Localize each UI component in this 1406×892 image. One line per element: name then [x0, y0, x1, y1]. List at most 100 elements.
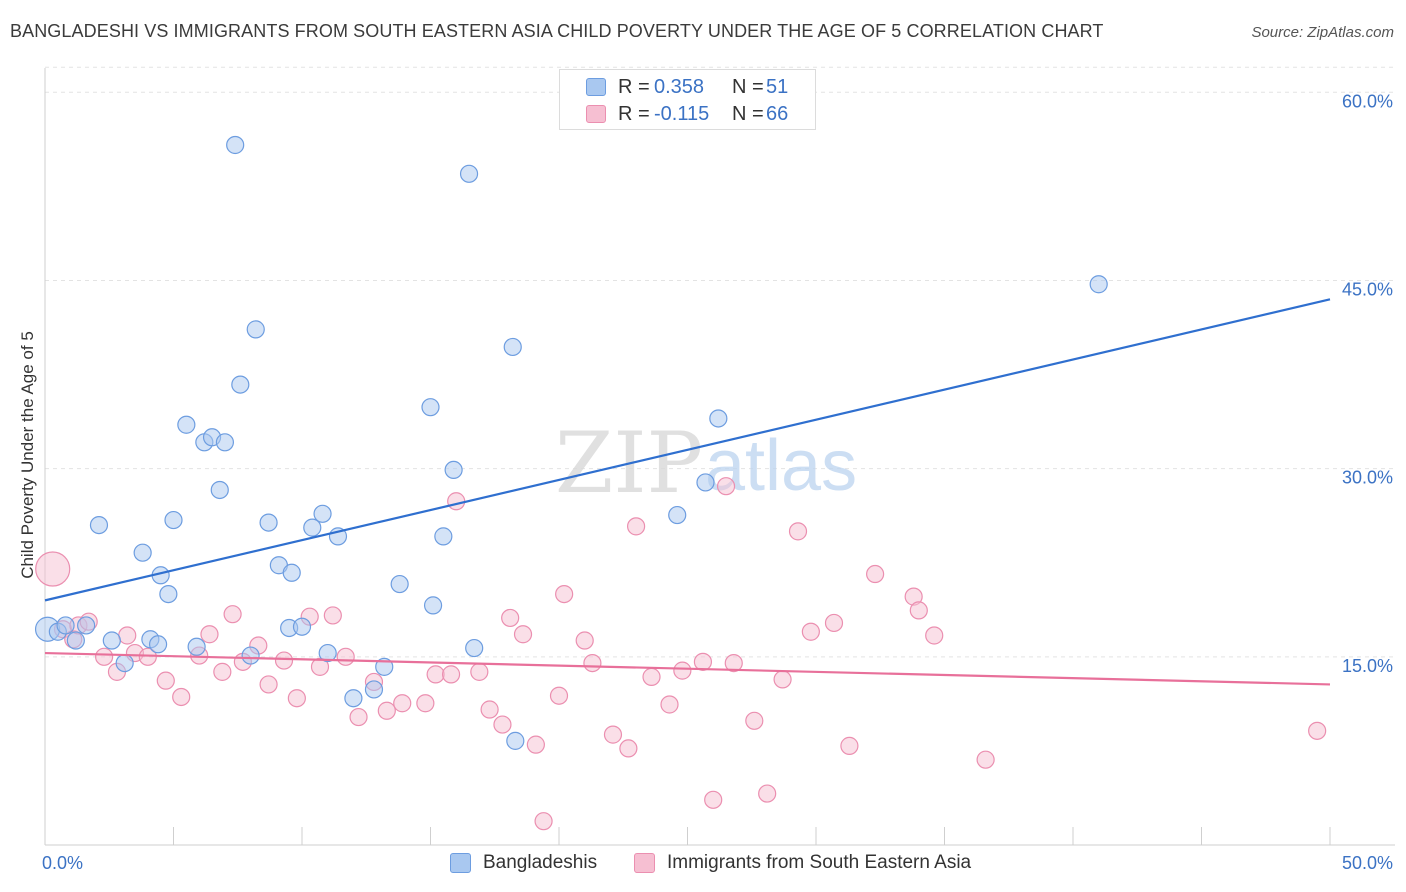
bangladeshi-point	[159, 584, 178, 604]
immigrant-point	[501, 608, 520, 628]
bangladeshi-point	[303, 518, 322, 537]
immigrant-point	[259, 675, 278, 694]
bangladeshi-point	[503, 337, 522, 357]
legend-r-value: -0.115	[654, 103, 710, 125]
legend-n-value: 66	[766, 103, 789, 125]
immigrant-point	[274, 651, 294, 670]
legend-r-value: 0.358	[654, 76, 705, 98]
immigrant-point	[583, 653, 602, 673]
bangladeshi-point	[668, 505, 687, 525]
legend-swatch-pink	[586, 105, 606, 123]
immigrant-point	[441, 665, 461, 684]
immigrant-point	[603, 725, 623, 744]
bangladeshi-point	[164, 510, 183, 530]
immigrant-point	[976, 750, 995, 769]
legend-r-label: R =	[618, 103, 650, 125]
immigrant-point	[642, 667, 661, 686]
immigrant-point	[447, 492, 466, 511]
bangladeshi-point	[231, 375, 250, 394]
bangladeshi-point	[259, 513, 278, 532]
bangladeshi-point	[465, 638, 484, 658]
immigrant-point	[840, 736, 859, 755]
immigrant-point	[1308, 721, 1327, 740]
immigrant-point	[118, 626, 137, 645]
x-tick-label: 0.0%	[42, 853, 83, 873]
bangladeshi-point	[421, 398, 440, 417]
immigrant-point	[493, 715, 512, 734]
immigrant-point	[513, 625, 533, 644]
y-tick-label: 45.0%	[1342, 279, 1393, 299]
bangladeshi-point	[56, 616, 75, 635]
immigrant-point	[336, 647, 355, 666]
immigrant-point	[788, 522, 808, 541]
bottom-legend-swatch-pink	[634, 853, 655, 873]
immigrant-point	[95, 647, 114, 666]
immigrant-point	[393, 694, 412, 713]
bangladeshi-point	[459, 164, 479, 183]
immigrant-point	[287, 689, 306, 708]
immigrant-point	[480, 700, 499, 719]
immigrant-point	[426, 665, 445, 684]
immigrant-point	[156, 671, 175, 690]
bangladeshi-point	[709, 409, 728, 428]
bangladeshi-point	[434, 527, 453, 546]
immigrant-point	[716, 477, 736, 496]
y-axis-label: Child Poverty Under the Age of 5	[18, 331, 37, 579]
immigrant-point	[724, 653, 743, 673]
bangladeshi-point	[215, 433, 234, 452]
immigrant-point	[758, 784, 777, 803]
immigrant-point	[773, 670, 792, 689]
bangladeshi-point	[282, 563, 301, 582]
bangladeshi-point	[102, 631, 121, 650]
legend-swatch-blue	[586, 78, 606, 96]
bangladeshi-point	[89, 515, 109, 535]
series-immigrants-points	[35, 477, 1327, 831]
bangladeshi-point	[226, 135, 245, 155]
immigrant-point	[575, 631, 594, 650]
bangladeshi-point	[66, 631, 85, 650]
bangladeshi-point	[375, 657, 394, 676]
y-tick-label: 60.0%	[1342, 91, 1393, 111]
bangladeshi-point	[177, 415, 196, 434]
immigrant-point	[824, 613, 844, 633]
immigrant-point	[35, 551, 71, 587]
immigrant-point	[416, 694, 435, 713]
immigrant-point	[349, 707, 368, 727]
immigrant-point	[323, 606, 342, 625]
legend-r-label: R =	[618, 76, 650, 98]
tick-labels: 15.0% 30.0% 45.0% 60.0% 0.0% 50.0%	[42, 91, 1393, 873]
bangladeshi-point	[344, 689, 363, 708]
bottom-legend-label: Bangladeshis	[483, 852, 598, 873]
bangladeshi-point	[506, 731, 525, 750]
legend-n-label: N =	[732, 76, 764, 98]
legend-n-value: 51	[766, 76, 789, 98]
bangladeshi-point	[148, 635, 168, 654]
immigrant-point	[660, 695, 679, 714]
chart-title: BANGLADESHI VS IMMIGRANTS FROM SOUTH EAS…	[10, 21, 1104, 41]
series-bangladeshis-points	[34, 135, 1108, 750]
immigrant-point	[626, 517, 646, 536]
bangladeshi-trend-line	[44, 298, 1331, 602]
immigrant-point	[704, 790, 723, 809]
bangladeshi-point	[318, 643, 337, 663]
immigrant-point	[310, 657, 330, 676]
legend-n-label: N =	[732, 103, 764, 125]
bangladeshi-point	[115, 653, 134, 673]
bangladeshi-point	[133, 543, 152, 562]
bangladeshi-point	[423, 596, 443, 615]
immigrant-point	[745, 711, 764, 730]
immigrant-point	[377, 701, 396, 720]
bangladeshi-point	[77, 616, 96, 635]
immigrant-point	[866, 564, 885, 584]
immigrant-point	[925, 626, 944, 645]
immigrant-point	[200, 625, 219, 644]
immigrant-point	[172, 687, 191, 707]
immigrant-point	[909, 601, 928, 620]
bottom-legend-swatch-blue	[450, 853, 471, 873]
immigrant-point	[555, 584, 574, 604]
bangladeshi-point	[246, 320, 265, 339]
immigrant-trend-line	[44, 651, 1331, 686]
immigrant-point	[549, 686, 569, 705]
source-label: Source: ZipAtlas.com	[1251, 24, 1394, 41]
